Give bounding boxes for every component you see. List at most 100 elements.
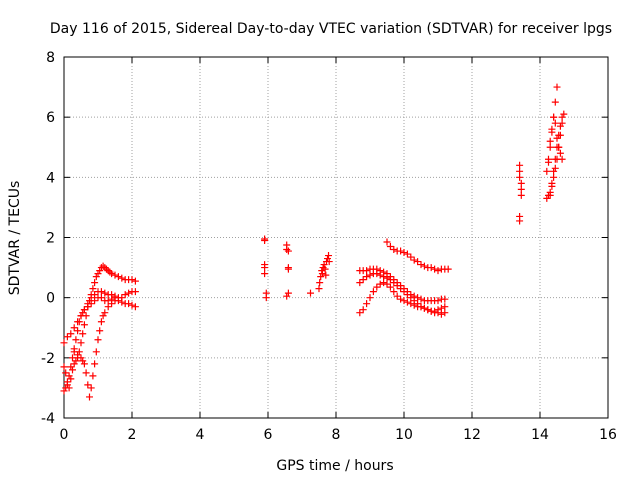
- data-point: [558, 113, 566, 121]
- data-point: [417, 303, 425, 311]
- data-point: [67, 330, 75, 338]
- data-point: [441, 295, 449, 303]
- data-point: [441, 303, 449, 311]
- data-point: [393, 292, 401, 300]
- data-point: [437, 304, 445, 312]
- data-point: [94, 270, 102, 278]
- y-tick-label: 4: [46, 170, 55, 186]
- x-axis-label: GPS time / hours: [276, 458, 393, 474]
- data-point: [376, 271, 384, 279]
- data-point: [437, 310, 445, 318]
- data-point: [420, 262, 428, 270]
- chart-title: Day 116 of 2015, Sidereal Day-to-day VTE…: [50, 21, 612, 37]
- data-point: [106, 268, 114, 276]
- data-point: [407, 300, 415, 308]
- data-point: [318, 267, 326, 275]
- series-pass-g: [307, 289, 314, 297]
- data-point: [77, 339, 85, 347]
- data-point: [397, 247, 405, 255]
- data-point: [324, 255, 331, 263]
- y-tick-label: -4: [41, 411, 55, 427]
- data-point: [383, 280, 391, 288]
- data-point: [558, 155, 566, 163]
- data-point: [80, 321, 88, 329]
- data-point: [111, 294, 119, 302]
- data-point: [128, 301, 136, 309]
- data-point: [80, 360, 88, 368]
- data-point: [373, 283, 381, 291]
- series-pass-k: [356, 270, 449, 315]
- data-point: [410, 297, 418, 305]
- data-point: [60, 387, 68, 395]
- data-point: [441, 309, 449, 317]
- data-point: [407, 253, 415, 261]
- data-point: [63, 378, 71, 386]
- data-point: [72, 357, 80, 365]
- data-point: [434, 267, 442, 275]
- y-tick-label: 2: [46, 231, 55, 247]
- series-pass-b: [60, 288, 139, 347]
- data-point: [543, 167, 551, 175]
- data-point: [79, 357, 87, 365]
- data-point: [91, 279, 99, 287]
- data-point: [431, 265, 439, 273]
- data-point: [546, 137, 554, 145]
- data-point: [284, 247, 292, 255]
- data-point: [103, 265, 110, 273]
- data-point: [89, 285, 97, 293]
- data-point: [516, 173, 524, 181]
- data-point: [283, 292, 291, 300]
- data-point: [87, 384, 95, 392]
- data-point: [96, 327, 104, 335]
- data-point: [356, 279, 364, 287]
- data-point: [397, 285, 405, 293]
- series-pass-q: [546, 110, 568, 199]
- data-point: [92, 273, 100, 281]
- x-tick-label: 16: [599, 427, 617, 443]
- data-point: [87, 300, 95, 308]
- data-point: [97, 294, 105, 302]
- data-point: [516, 161, 524, 169]
- y-tick-label: 0: [46, 291, 55, 307]
- data-point: [101, 264, 109, 272]
- data-point: [84, 303, 92, 311]
- data-point: [67, 363, 75, 371]
- data-point: [363, 267, 371, 275]
- series-pass-a: [60, 262, 139, 392]
- data-point: [407, 294, 415, 302]
- data-point: [131, 277, 139, 285]
- data-point: [131, 303, 139, 311]
- data-point: [67, 375, 75, 383]
- data-point: [86, 393, 93, 401]
- data-point: [325, 252, 333, 260]
- data-point: [400, 249, 408, 257]
- y-tick-label: -2: [41, 351, 55, 367]
- data-point: [550, 167, 558, 175]
- data-point: [87, 294, 95, 302]
- data-point: [410, 256, 418, 264]
- x-tick-label: 8: [332, 427, 341, 443]
- data-point: [390, 288, 398, 296]
- series-pass-h: [315, 252, 333, 293]
- data-point: [444, 265, 452, 273]
- data-point: [551, 155, 559, 163]
- data-point: [101, 289, 109, 297]
- data-point: [403, 250, 411, 258]
- data-point: [69, 366, 76, 374]
- data-point: [325, 258, 333, 266]
- data-point: [307, 289, 314, 297]
- data-point: [99, 312, 107, 320]
- data-point: [77, 354, 85, 362]
- y-tick-label: 6: [46, 110, 55, 126]
- data-point: [114, 273, 122, 281]
- data-point: [516, 217, 524, 225]
- data-point: [80, 306, 88, 314]
- data-point: [380, 279, 388, 287]
- data-point: [386, 243, 394, 251]
- data-point: [77, 312, 85, 320]
- data-point: [517, 179, 525, 187]
- grid-lines: [64, 57, 608, 418]
- data-point: [397, 295, 405, 303]
- data-point: [551, 98, 559, 106]
- data-point: [125, 289, 133, 297]
